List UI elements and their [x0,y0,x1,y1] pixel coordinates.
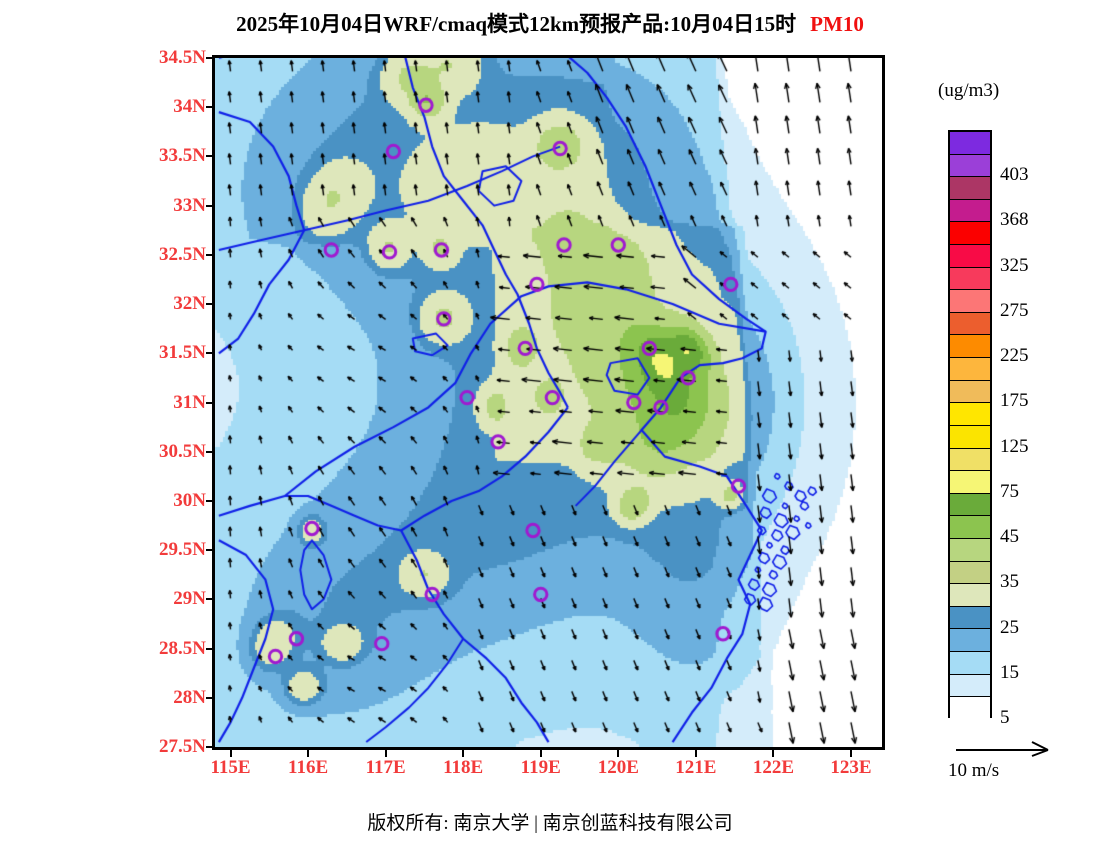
colorbar: (ug/m3) 403 368 325 275 225 175 125 75 45 35 25 15 5 [930,80,1100,780]
colorbar-band [950,177,990,200]
latitude-axis: 34.5N 34N 33.5N 33N 32.5N 32N 31.5N 31N 30.5N 30N… [128,0,206,850]
lat-tick-label: 31.5N [159,342,206,364]
lat-tick-mark [206,303,215,305]
map-plot-area[interactable] [212,55,885,750]
lon-tick-label: 118E [443,757,483,779]
lat-tick-label: 29.5N [159,539,206,561]
lat-tick-label: 30N [173,490,206,512]
lat-tick-mark [206,205,215,207]
title-species: PM10 [810,12,864,36]
lon-tick-label: 119E [521,757,561,779]
colorbar-label: 5 [1000,707,1010,729]
lat-tick-mark [206,746,215,748]
colorbar-label: 45 [1000,526,1019,548]
colorbar-band [950,268,990,291]
lat-tick-mark [206,549,215,551]
lon-tick-mark [695,748,697,757]
colorbar-band [950,629,990,652]
colorbar-band [950,652,990,675]
lat-tick-mark [206,451,215,453]
lat-tick-mark [206,402,215,404]
colorbar-band [950,335,990,358]
lon-tick-mark [772,748,774,757]
colorbar-band [950,516,990,539]
colorbar-band [950,132,990,155]
colorbar-label: 35 [1000,571,1019,593]
colorbar-units: (ug/m3) [938,80,999,102]
lon-tick-label: 115E [210,757,250,779]
colorbar-label: 75 [1000,481,1019,503]
lat-tick-mark [206,254,215,256]
lat-tick-mark [206,352,215,354]
lat-tick-mark [206,697,215,699]
colorbar-label: 368 [1000,209,1029,231]
colorbar-band [950,471,990,494]
colorbar-label: 15 [1000,662,1019,684]
colorbar-band [950,155,990,178]
lon-tick-mark [230,748,232,757]
lat-tick-label: 32N [173,293,206,315]
colorbar-band [950,245,990,268]
lon-tick-label: 116E [288,757,328,779]
lat-tick-label: 33N [173,195,206,217]
lon-tick-label: 123E [830,757,871,779]
lon-tick-label: 117E [366,757,406,779]
colorbar-band [950,449,990,472]
colorbar-band [950,200,990,223]
lat-tick-label: 31N [173,392,206,414]
colorbar-label: 175 [1000,390,1029,412]
colorbar-band [950,313,990,336]
lon-tick-mark [617,748,619,757]
lon-tick-mark [462,748,464,757]
lat-tick-mark [206,155,215,157]
colorbar-band [950,697,990,720]
lat-tick-label: 34.5N [159,47,206,69]
colorbar-band [950,675,990,698]
arrow-right-icon [948,738,1068,760]
lat-tick-mark [206,500,215,502]
colorbar-band [950,358,990,381]
lon-tick-mark [307,748,309,757]
colorbar-band [950,584,990,607]
lat-tick-mark [206,106,215,108]
colorbar-label: 403 [1000,164,1029,186]
lat-tick-label: 27.5N [159,736,206,758]
lon-tick-label: 122E [753,757,794,779]
lon-tick-mark [540,748,542,757]
colorbar-band [950,607,990,630]
colorbar-label: 125 [1000,436,1029,458]
lat-tick-mark [206,598,215,600]
lat-tick-mark [206,57,215,59]
colorbar-label: 25 [1000,617,1019,639]
colorbar-label: 325 [1000,255,1029,277]
wind-scale-legend: 10 m/s [948,738,1098,786]
colorbar-band [950,381,990,404]
lon-tick-label: 120E [598,757,639,779]
copyright-footer: 版权所有: 南京大学 | 南京创蓝科技有限公司 [0,808,1100,835]
lat-tick-label: 33.5N [159,145,206,167]
lat-tick-label: 28.5N [159,638,206,660]
colorbar-band [950,494,990,517]
lon-tick-label: 121E [675,757,716,779]
lon-tick-mark [385,748,387,757]
colorbar-band [950,222,990,245]
colorbar-label: 225 [1000,345,1029,367]
lat-tick-label: 28N [173,687,206,709]
pm10-concentration-map[interactable] [215,58,882,747]
colorbar-band [950,562,990,585]
colorbar-band [950,290,990,313]
colorbar-label: 275 [1000,300,1029,322]
lat-tick-label: 32.5N [159,244,206,266]
colorbar-bands [948,130,992,718]
lat-tick-label: 30.5N [159,441,206,463]
colorbar-band [950,426,990,449]
lat-tick-label: 29N [173,588,206,610]
wind-scale-label: 10 m/s [948,760,999,782]
title-text: 2025年10月04日WRF/cmaq模式12km预报产品:10月04日15时 [236,12,796,36]
lon-tick-mark [850,748,852,757]
colorbar-band [950,403,990,426]
colorbar-band [950,539,990,562]
lat-tick-mark [206,648,215,650]
lat-tick-label: 34N [173,96,206,118]
